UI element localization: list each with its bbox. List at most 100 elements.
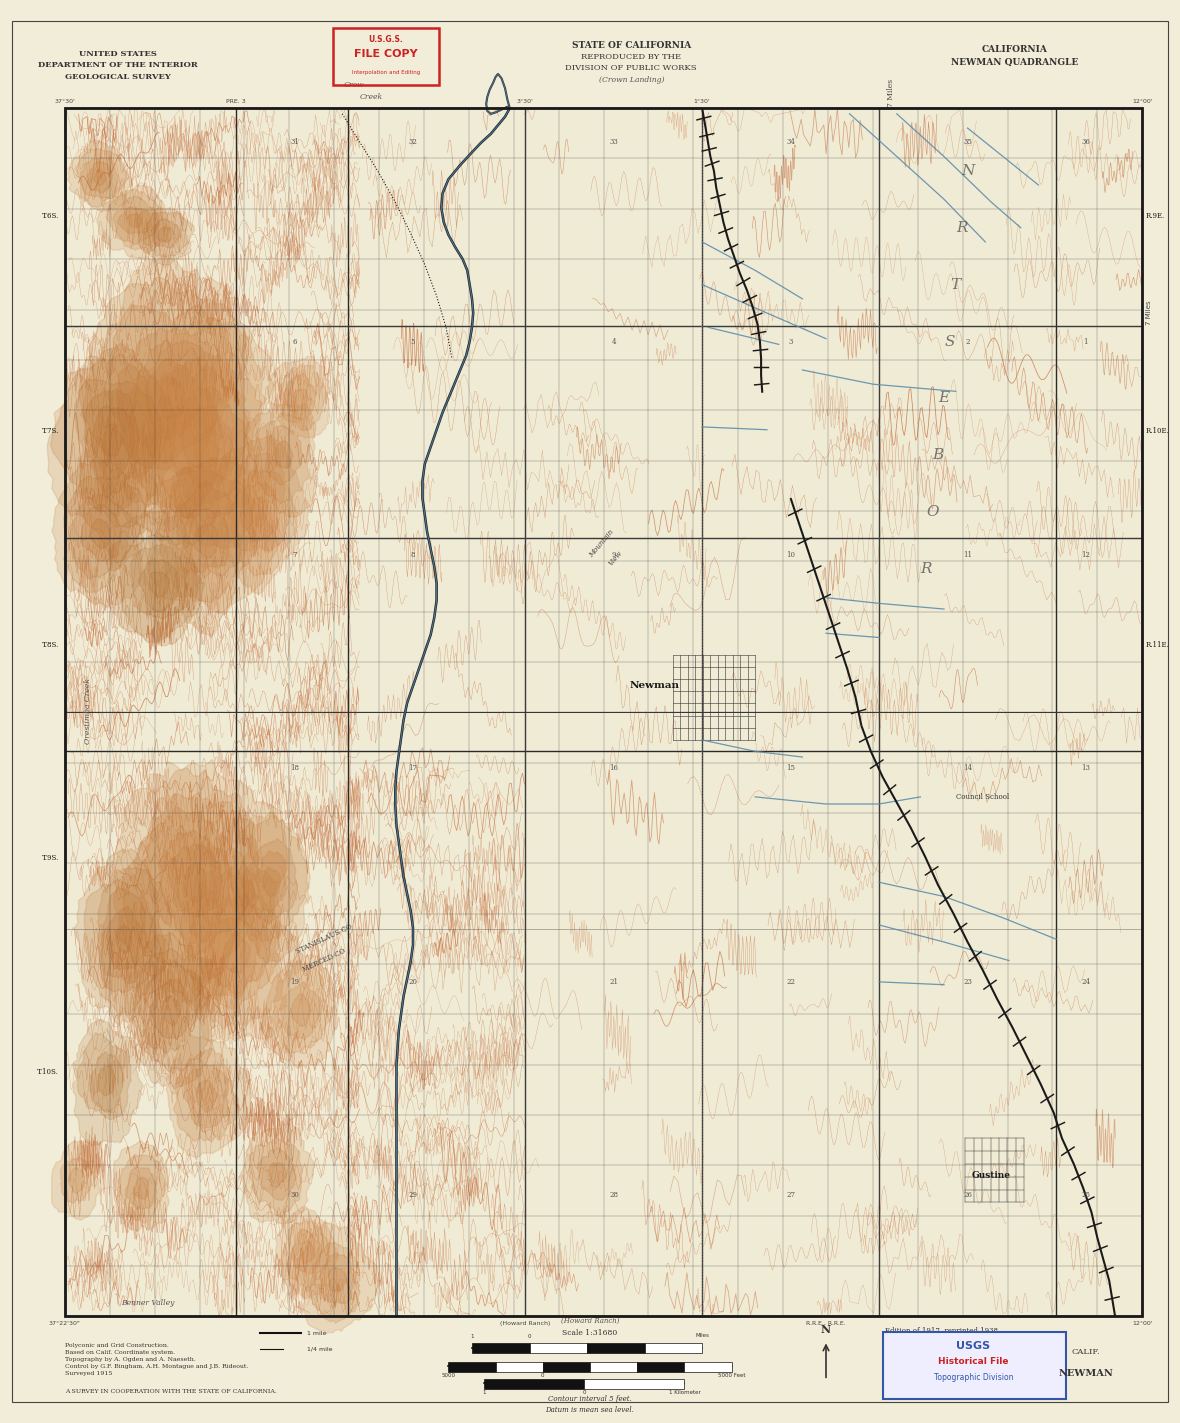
Text: 7: 7 bbox=[293, 551, 297, 559]
Text: PRE. 3: PRE. 3 bbox=[227, 98, 245, 104]
Text: Mountain: Mountain bbox=[588, 528, 616, 559]
Polygon shape bbox=[73, 1020, 143, 1147]
Text: S: S bbox=[945, 334, 955, 349]
Text: 16: 16 bbox=[609, 764, 618, 773]
Text: Contour interval 5 feet.: Contour interval 5 feet. bbox=[548, 1395, 632, 1403]
Text: CALIF.: CALIF. bbox=[1071, 1348, 1100, 1356]
Text: 1: 1 bbox=[1083, 337, 1088, 346]
Polygon shape bbox=[155, 367, 256, 521]
Text: UNITED STATES: UNITED STATES bbox=[79, 50, 157, 58]
Polygon shape bbox=[235, 815, 309, 942]
Text: 37°22'30": 37°22'30" bbox=[48, 1321, 81, 1326]
Text: B: B bbox=[932, 448, 944, 462]
Text: 15: 15 bbox=[786, 764, 795, 773]
Polygon shape bbox=[320, 1254, 354, 1303]
Text: 7 Miles: 7 Miles bbox=[1146, 300, 1153, 326]
Text: DEPARTMENT OF THE INTERIOR: DEPARTMENT OF THE INTERIOR bbox=[38, 61, 198, 70]
Text: 23: 23 bbox=[963, 978, 972, 986]
Polygon shape bbox=[124, 932, 223, 1090]
Polygon shape bbox=[183, 1064, 229, 1128]
Text: N: N bbox=[821, 1323, 831, 1335]
Text: 12: 12 bbox=[1081, 551, 1090, 559]
Text: 14: 14 bbox=[963, 764, 972, 773]
Text: 3: 3 bbox=[788, 337, 793, 346]
Text: Polyconic projection, North American datum: Polyconic projection, North American dat… bbox=[885, 1340, 1044, 1349]
Text: NEWMAN QUADRANGLE: NEWMAN QUADRANGLE bbox=[951, 58, 1079, 67]
Polygon shape bbox=[91, 406, 135, 480]
Bar bbox=[0, 0, 65, 1423]
Polygon shape bbox=[328, 1266, 347, 1292]
Text: 31: 31 bbox=[290, 138, 300, 147]
Text: 17: 17 bbox=[408, 764, 418, 773]
Text: Benner Valley: Benner Valley bbox=[120, 1299, 175, 1308]
Text: R.9E.: R.9E. bbox=[1146, 212, 1165, 221]
Text: U.S.G.S.: U.S.G.S. bbox=[368, 36, 404, 44]
Polygon shape bbox=[194, 427, 218, 468]
Polygon shape bbox=[175, 481, 241, 602]
Polygon shape bbox=[148, 351, 262, 549]
Text: Newman: Newman bbox=[630, 682, 680, 690]
Polygon shape bbox=[47, 343, 176, 564]
Polygon shape bbox=[118, 1154, 166, 1224]
Polygon shape bbox=[245, 403, 317, 518]
Text: 2: 2 bbox=[965, 337, 970, 346]
Text: R.11E.: R.11E. bbox=[1146, 640, 1169, 649]
Polygon shape bbox=[199, 895, 278, 1009]
Text: View: View bbox=[608, 549, 624, 566]
Polygon shape bbox=[261, 953, 337, 1069]
Text: Historical File: Historical File bbox=[938, 1358, 1009, 1366]
Polygon shape bbox=[280, 364, 326, 431]
Text: T.8S.: T.8S. bbox=[41, 640, 59, 649]
Polygon shape bbox=[184, 862, 206, 902]
Text: Council School: Council School bbox=[956, 793, 1009, 801]
Polygon shape bbox=[158, 830, 230, 945]
Text: 5: 5 bbox=[411, 337, 415, 346]
Text: E: E bbox=[938, 391, 950, 406]
Polygon shape bbox=[93, 169, 106, 185]
Bar bbox=[684, 1362, 732, 1372]
Text: 18: 18 bbox=[290, 764, 300, 773]
Polygon shape bbox=[76, 149, 127, 208]
Polygon shape bbox=[280, 982, 321, 1040]
Text: N: N bbox=[961, 164, 975, 178]
Text: NEWMAN: NEWMAN bbox=[1058, 1369, 1113, 1377]
Polygon shape bbox=[249, 1138, 302, 1218]
Polygon shape bbox=[196, 1080, 218, 1113]
Polygon shape bbox=[145, 359, 199, 440]
Polygon shape bbox=[222, 453, 299, 576]
Polygon shape bbox=[268, 356, 330, 438]
Text: 12°00': 12°00' bbox=[1132, 98, 1153, 104]
Text: 1 Kilometer: 1 Kilometer bbox=[669, 1390, 700, 1396]
Polygon shape bbox=[256, 851, 287, 914]
Text: Crow: Crow bbox=[343, 81, 365, 90]
Text: R: R bbox=[920, 562, 932, 576]
Polygon shape bbox=[169, 844, 223, 918]
Polygon shape bbox=[52, 458, 148, 608]
Text: 4: 4 bbox=[611, 337, 616, 346]
Polygon shape bbox=[250, 497, 269, 527]
Polygon shape bbox=[101, 887, 148, 983]
Text: T.7S.: T.7S. bbox=[41, 427, 59, 435]
Polygon shape bbox=[274, 441, 293, 468]
Text: 21: 21 bbox=[609, 978, 618, 986]
Polygon shape bbox=[91, 1052, 124, 1113]
Text: Miles: Miles bbox=[695, 1332, 709, 1338]
Polygon shape bbox=[138, 559, 178, 612]
Polygon shape bbox=[133, 793, 260, 982]
Text: 9: 9 bbox=[611, 551, 616, 559]
Text: REPRODUCED BY THE: REPRODUCED BY THE bbox=[582, 53, 681, 61]
Text: Gustine: Gustine bbox=[971, 1171, 1011, 1180]
Bar bbox=[472, 1343, 530, 1353]
Polygon shape bbox=[168, 387, 245, 507]
Polygon shape bbox=[211, 435, 312, 593]
Polygon shape bbox=[157, 228, 172, 242]
Text: 24: 24 bbox=[1081, 978, 1090, 986]
Polygon shape bbox=[162, 996, 181, 1026]
Text: (Crown Landing): (Crown Landing) bbox=[598, 75, 664, 84]
Polygon shape bbox=[157, 465, 256, 613]
Text: USGS: USGS bbox=[957, 1340, 990, 1352]
Bar bbox=[590, 1362, 637, 1372]
Polygon shape bbox=[77, 1033, 131, 1120]
Polygon shape bbox=[131, 544, 188, 619]
Text: T.9S.: T.9S. bbox=[41, 854, 59, 862]
